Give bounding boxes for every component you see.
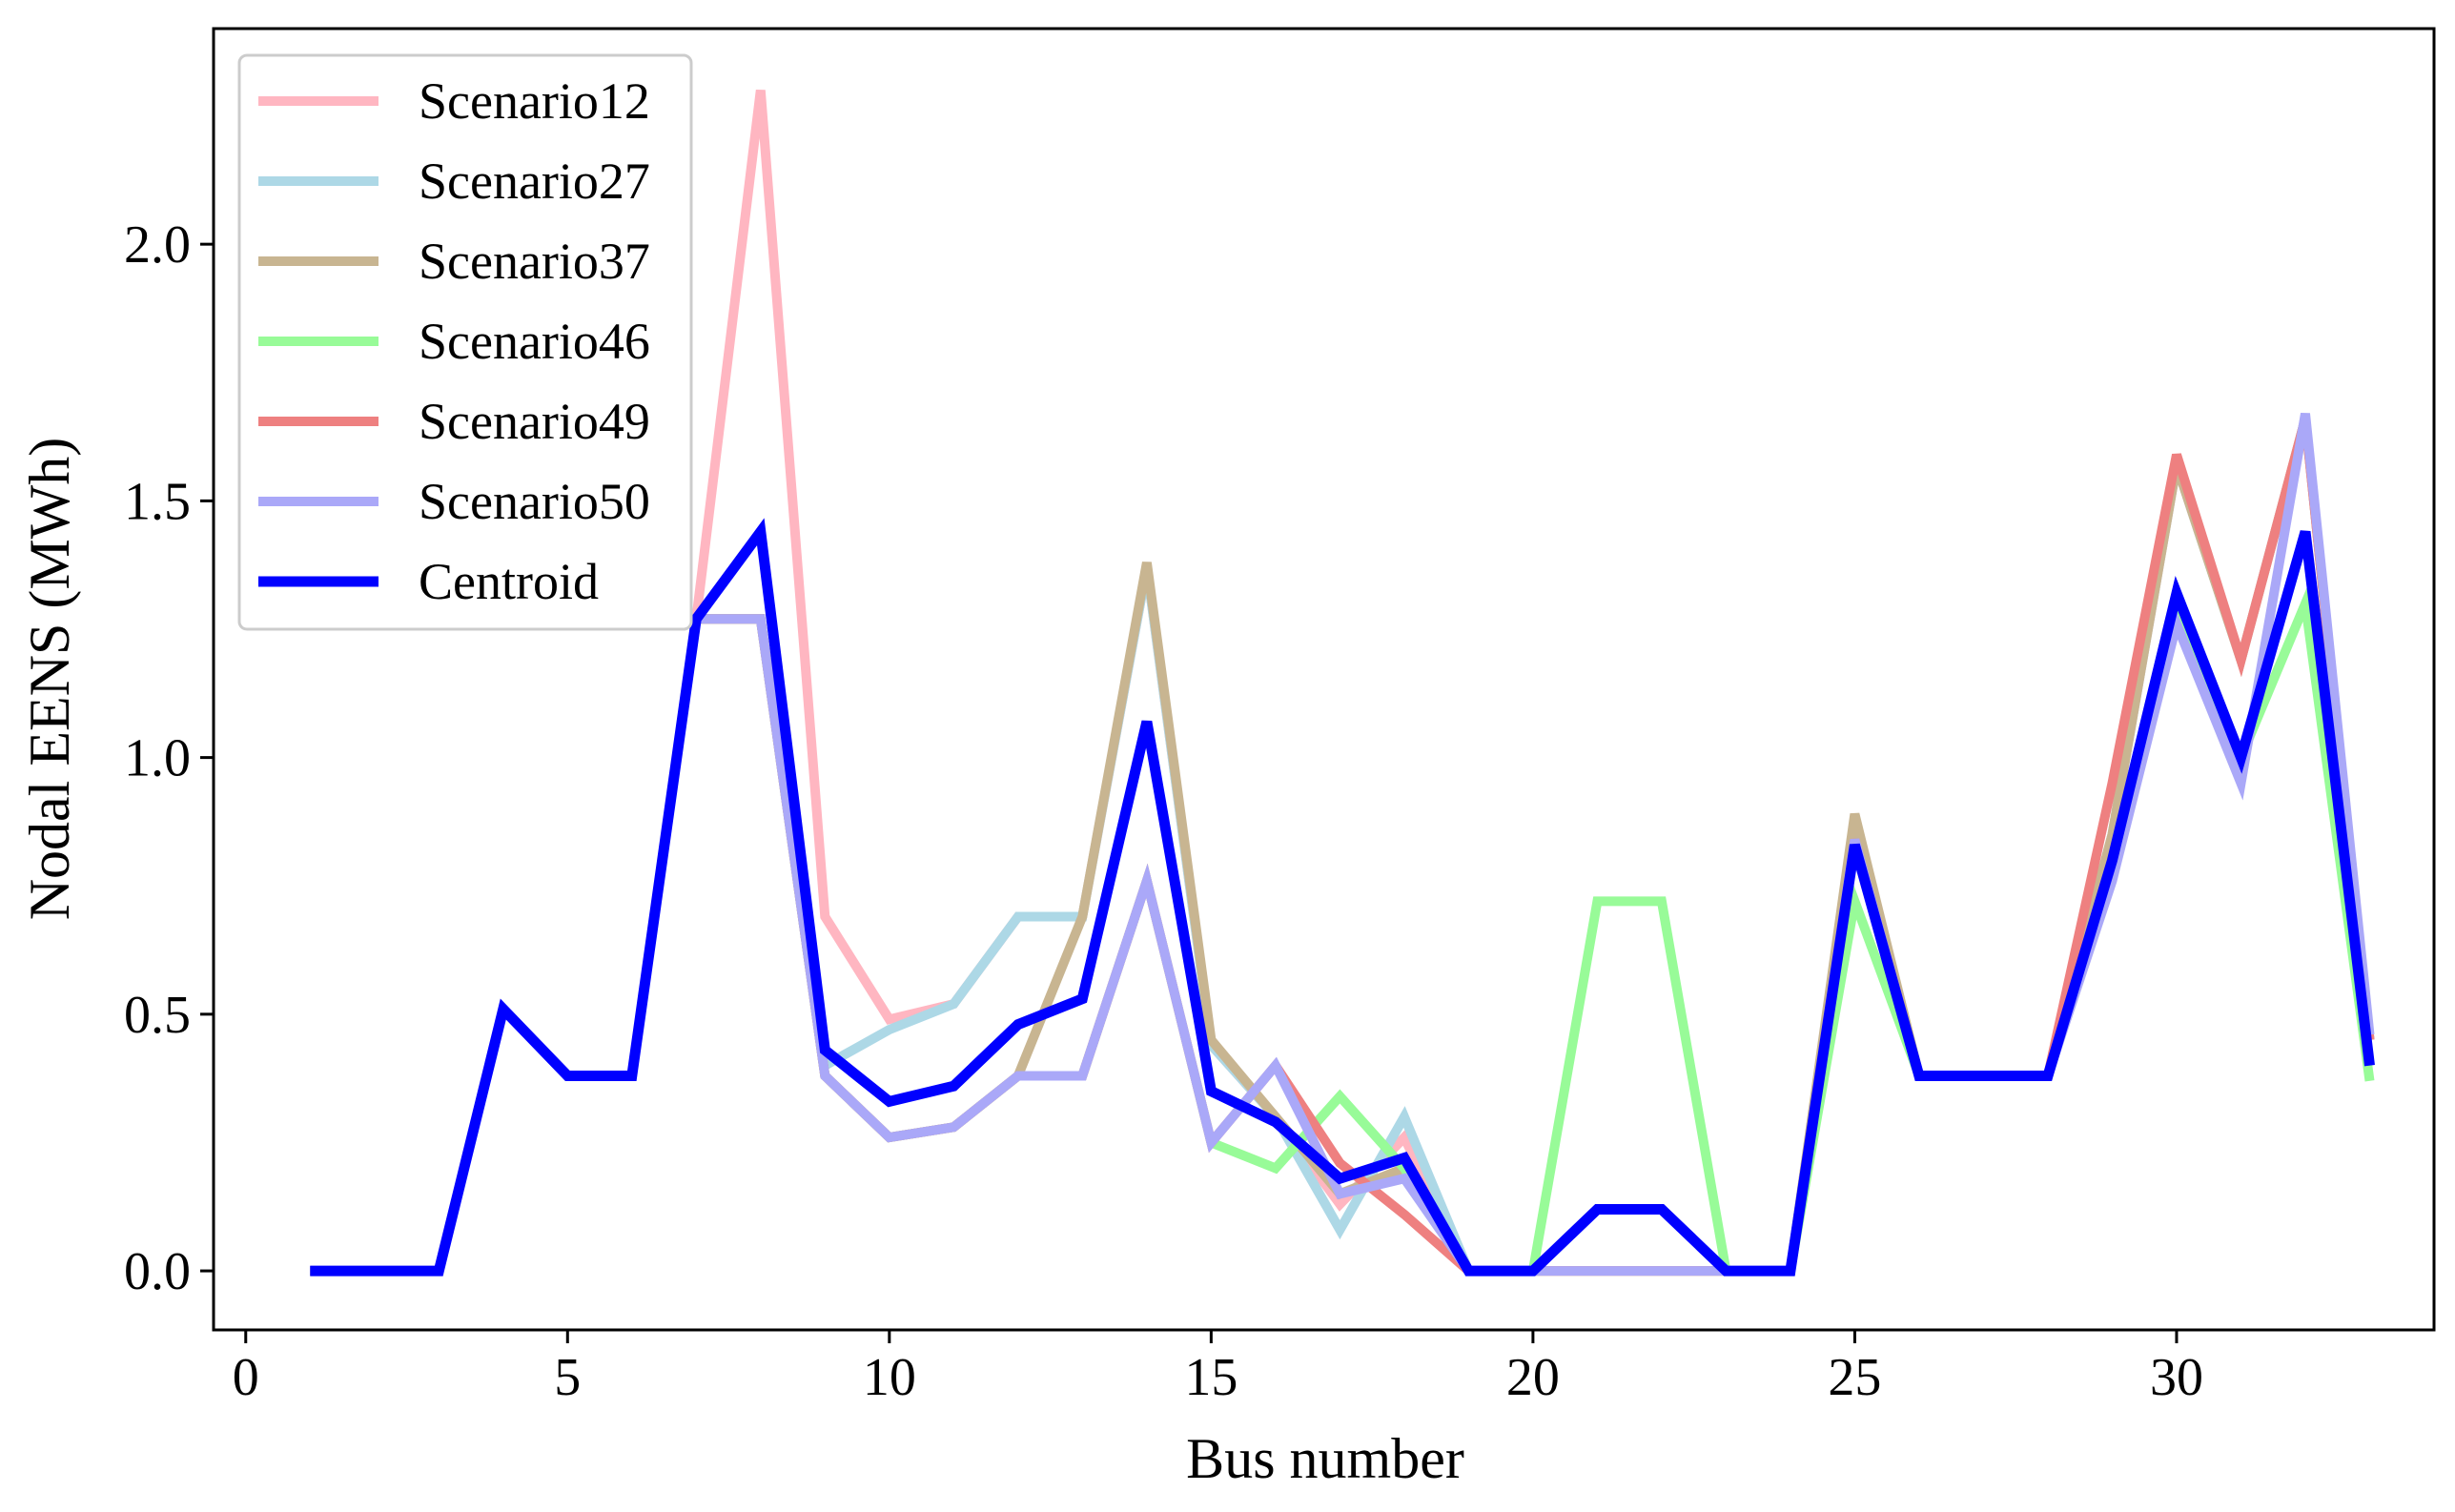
- y-axis-ticks: 0.0 0.5 1.0 1.5 2.0: [124, 215, 214, 1301]
- x-axis-ticks: 0 5 10 15 20 25 30: [233, 1330, 2203, 1407]
- plot-frame: [212, 27, 2436, 1332]
- legend: Scenario12 Scenario27 Scenario37 Scenario46…: [237, 53, 693, 631]
- x-tick-label: 15: [1184, 1348, 1238, 1407]
- x-tick-label: 10: [863, 1348, 916, 1407]
- legend-label: Scenario12: [419, 72, 650, 130]
- x-tick-label: 20: [1506, 1348, 1560, 1407]
- legend-label: Scenario27: [419, 153, 650, 210]
- x-tick-label: 0: [233, 1348, 259, 1407]
- legend-label: Centroid: [419, 553, 599, 610]
- x-tick-label: 30: [2150, 1348, 2203, 1407]
- series-line-centroid: [310, 518, 2375, 1277]
- y-tick-label: 1.0: [124, 729, 191, 788]
- x-axis-label: Bus number: [1186, 1427, 1464, 1490]
- legend-label: Scenario50: [419, 473, 650, 530]
- x-tick-label: 25: [1828, 1348, 1881, 1407]
- x-tick-label: 5: [554, 1348, 581, 1407]
- y-tick-label: 0.5: [124, 986, 191, 1045]
- plot-lines: [310, 89, 2375, 1277]
- y-axis-label: Nodal EENS (MWh): [18, 438, 81, 921]
- legend-label: Scenario46: [419, 313, 650, 370]
- legend-box: [237, 53, 693, 631]
- legend-label: Scenario37: [419, 233, 650, 290]
- legend-label: Scenario49: [419, 393, 650, 450]
- y-tick-label: 1.5: [124, 472, 191, 531]
- y-tick-label: 0.0: [124, 1242, 191, 1301]
- y-tick-label: 2.0: [124, 215, 191, 275]
